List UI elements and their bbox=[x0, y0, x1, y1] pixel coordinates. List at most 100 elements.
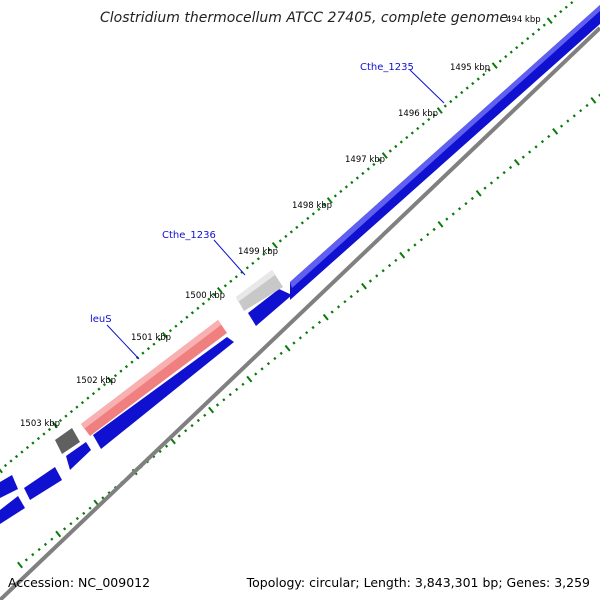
minor-tick bbox=[465, 86, 469, 90]
minor-tick bbox=[553, 14, 557, 18]
gene-blue-1503-arrow[interactable] bbox=[66, 442, 91, 470]
minor-tick bbox=[427, 117, 431, 122]
minor-tick bbox=[141, 351, 145, 355]
gene-label-cthe-1235[interactable]: Cthe_1235 bbox=[360, 62, 414, 73]
minor-tick bbox=[164, 444, 169, 448]
gene-blue-lower-arrow[interactable] bbox=[93, 337, 234, 449]
minor-tick bbox=[498, 59, 502, 63]
minor-tick bbox=[564, 5, 568, 9]
minor-tick bbox=[416, 126, 420, 131]
major-tick bbox=[326, 197, 333, 204]
minor-tick bbox=[482, 72, 486, 77]
minor-tick bbox=[69, 409, 74, 414]
minor-tick bbox=[185, 315, 189, 319]
major-tick bbox=[55, 530, 62, 538]
minor-tick bbox=[526, 37, 530, 41]
minor-tick bbox=[413, 243, 417, 247]
minor-tick bbox=[62, 527, 67, 531]
scale-label: 1495 kbp bbox=[450, 63, 490, 73]
minor-tick bbox=[361, 171, 365, 176]
minor-tick bbox=[91, 391, 96, 396]
minor-tick bbox=[234, 275, 238, 279]
minor-tick bbox=[570, 1, 574, 5]
minor-tick bbox=[157, 338, 162, 342]
minor-tick bbox=[262, 252, 266, 256]
minor-tick bbox=[82, 511, 86, 515]
major-tick bbox=[17, 561, 23, 569]
minor-tick bbox=[460, 90, 464, 95]
minor-tick bbox=[24, 558, 28, 562]
minor-tick bbox=[394, 258, 398, 263]
topology-text: Topology: circular; Length: 3,843,301 bp… bbox=[246, 575, 590, 590]
gene-leus-box[interactable] bbox=[81, 320, 227, 436]
minor-tick bbox=[566, 119, 570, 123]
minor-tick bbox=[521, 155, 525, 159]
minor-tick bbox=[388, 149, 392, 153]
minor-tick bbox=[559, 124, 564, 128]
minor-tick bbox=[508, 165, 513, 170]
minor-tick bbox=[292, 341, 296, 345]
scale-labels: 494 kbp 1495 kbp 1496 kbp 1497 kbp 1498 … bbox=[20, 15, 541, 429]
minor-tick bbox=[228, 393, 232, 397]
minor-tick bbox=[528, 150, 532, 154]
major-tick bbox=[361, 282, 367, 290]
minor-tick bbox=[69, 522, 73, 526]
gene-label-cthe-1236[interactable]: Cthe_1236 bbox=[162, 230, 216, 241]
map-title: Clostridium thermocellum ATCC 27405, com… bbox=[100, 10, 508, 26]
major-tick bbox=[216, 286, 223, 294]
scale-label: 1503 kbp bbox=[20, 419, 60, 429]
inner-tick-track bbox=[0, 1, 574, 474]
minor-tick bbox=[43, 542, 48, 546]
leader-line-leus bbox=[106, 324, 140, 360]
minor-tick bbox=[445, 217, 449, 221]
minor-tick bbox=[451, 212, 455, 216]
minor-tick bbox=[47, 427, 52, 432]
minor-tick bbox=[215, 403, 220, 407]
minor-tick bbox=[266, 362, 271, 366]
gene-label-leus[interactable]: leuS bbox=[90, 314, 112, 325]
minor-tick bbox=[487, 68, 491, 72]
minor-tick bbox=[235, 387, 239, 392]
minor-tick bbox=[509, 50, 513, 54]
minor-tick bbox=[317, 207, 321, 212]
scale-label: 1496 kbp bbox=[398, 109, 438, 119]
minor-tick bbox=[50, 537, 54, 541]
gene-blue-left-arrow-a[interactable] bbox=[24, 467, 62, 500]
minor-tick bbox=[471, 81, 475, 86]
minor-tick bbox=[356, 289, 360, 294]
minor-tick bbox=[306, 216, 310, 220]
minor-tick bbox=[407, 248, 411, 252]
minor-tick bbox=[14, 454, 19, 459]
minor-tick bbox=[311, 212, 315, 216]
minor-tick bbox=[559, 10, 563, 14]
minor-tick bbox=[152, 342, 156, 346]
minor-tick bbox=[295, 225, 299, 229]
minor-tick bbox=[520, 41, 524, 45]
gene-cthe-1236-box[interactable] bbox=[236, 270, 283, 311]
leader-line-cthe-1236 bbox=[213, 239, 246, 276]
minor-tick bbox=[344, 185, 348, 189]
minor-tick bbox=[372, 162, 376, 167]
minor-tick bbox=[196, 306, 200, 310]
minor-tick bbox=[496, 176, 500, 180]
major-tick bbox=[322, 313, 329, 321]
leader-line-cthe-1235 bbox=[409, 69, 445, 104]
major-tick bbox=[513, 158, 520, 166]
major-tick bbox=[491, 62, 498, 69]
gene-dark-box[interactable] bbox=[55, 428, 80, 454]
gene-labels: Cthe_1235 Cthe_1236 leuS bbox=[90, 62, 445, 360]
minor-tick bbox=[333, 194, 337, 198]
minor-tick bbox=[349, 294, 353, 299]
minor-tick bbox=[207, 297, 211, 301]
outer-tick-track bbox=[17, 93, 600, 569]
minor-tick bbox=[9, 459, 13, 463]
minor-tick bbox=[31, 441, 35, 445]
gene-blue-left-arrow-c[interactable] bbox=[0, 496, 25, 524]
minor-tick bbox=[483, 186, 487, 190]
minor-tick bbox=[251, 261, 255, 265]
minor-tick bbox=[190, 311, 195, 315]
gene-blue-1500-arrow[interactable] bbox=[248, 289, 292, 326]
gene-blue-left-arrow-b[interactable] bbox=[0, 475, 18, 498]
minor-tick bbox=[504, 54, 508, 59]
